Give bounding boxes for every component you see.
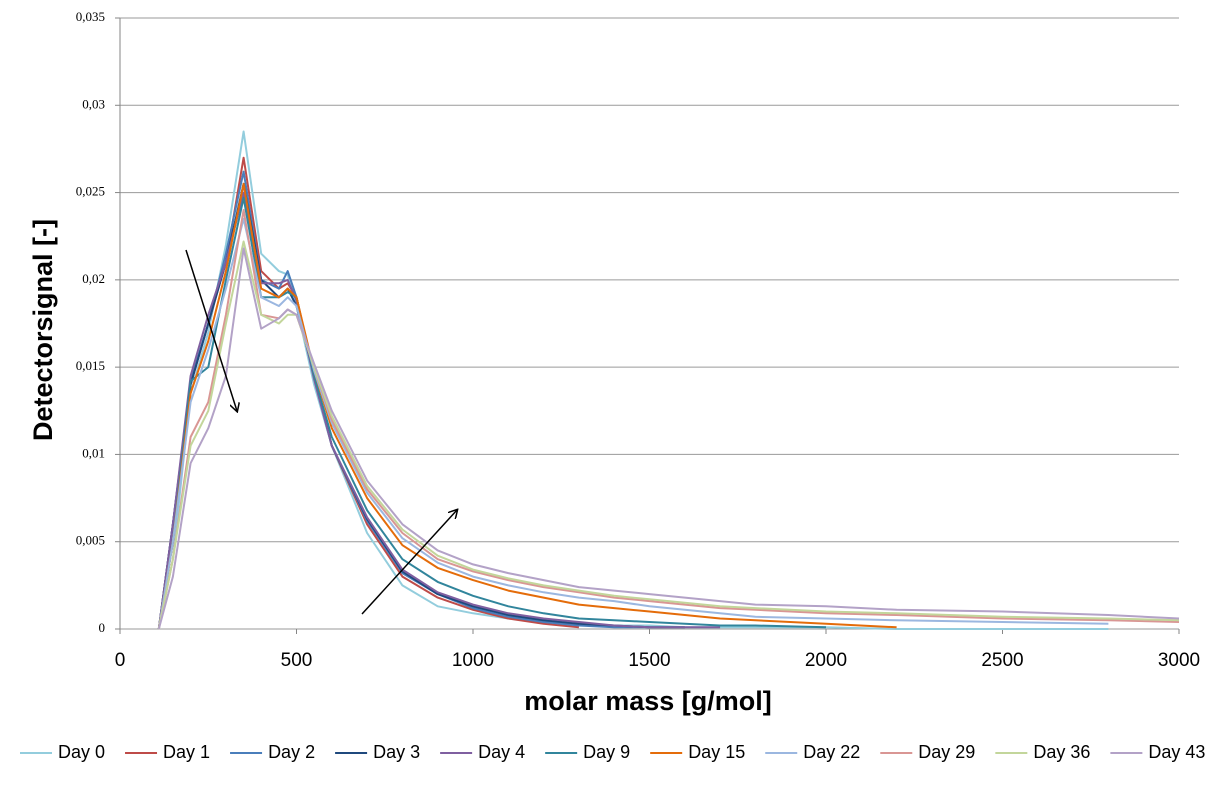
y-axis-label: Detectorsignal [-] — [28, 219, 58, 441]
y-tick-label: 0,015 — [76, 358, 105, 373]
y-tick-label: 0,02 — [82, 271, 105, 286]
x-tick-label: 2500 — [981, 650, 1023, 671]
y-tick-label: 0,03 — [82, 96, 105, 111]
series-line — [157, 191, 721, 630]
legend-label: Day 43 — [1148, 742, 1205, 762]
series-line — [157, 196, 827, 630]
legend-label: Day 4 — [478, 742, 525, 762]
series-line — [171, 130, 1109, 630]
arrow — [361, 510, 457, 615]
y-tick-label: 0 — [99, 620, 106, 635]
series-line — [157, 182, 897, 630]
legend-label: Day 15 — [688, 742, 745, 762]
legend-label: Day 2 — [268, 742, 315, 762]
x-tick-label: 1500 — [628, 650, 670, 671]
legend-label: Day 1 — [163, 742, 210, 762]
x-tick-label: 1000 — [452, 650, 494, 671]
series-line — [157, 156, 579, 630]
legend-label: Day 0 — [58, 742, 105, 762]
grid: 0 0,005 0,01 0,015 0,02 0,025 0,03 0,035 0 500 100… — [76, 9, 1200, 671]
x-tick-label: 0 — [115, 650, 126, 671]
lines — [157, 130, 1180, 630]
x-axis-label: molar mass [g/mol] — [524, 686, 772, 716]
y-tick-label: 0,025 — [76, 184, 105, 199]
legend-label: Day 29 — [918, 742, 975, 762]
x-tick-label: 3000 — [1158, 650, 1200, 671]
y-tick-label: 0,01 — [82, 445, 105, 460]
legend: Day 0 Day 1 Day 2 Day 3 Day 4 Day 9 Day 15 Day … — [20, 742, 1205, 762]
legend-label: Day 3 — [373, 742, 420, 762]
legend-label: Day 36 — [1033, 742, 1090, 762]
series-line — [157, 247, 1180, 630]
x-tick-label: 500 — [281, 650, 313, 671]
y-tick-label: 0,035 — [76, 9, 105, 24]
legend-label: Day 9 — [583, 742, 630, 762]
series-line — [157, 240, 1180, 630]
legend-label: Day 22 — [803, 742, 860, 762]
y-tick-label: 0,005 — [76, 533, 105, 548]
arrow — [185, 249, 237, 411]
series-line — [157, 209, 1180, 630]
x-tick-label: 2000 — [805, 650, 847, 671]
